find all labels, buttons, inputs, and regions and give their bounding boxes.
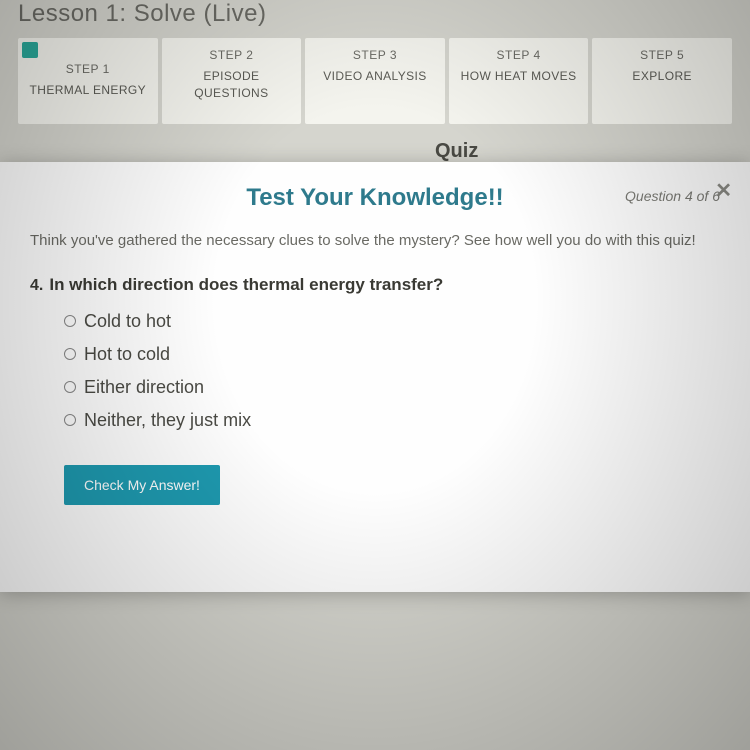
option-2[interactable]: Hot to cold bbox=[64, 344, 720, 365]
step-5[interactable]: STEP 5 EXPLORE bbox=[592, 38, 732, 124]
check-answer-button[interactable]: Check My Answer! bbox=[64, 465, 220, 505]
close-icon[interactable]: ✕ bbox=[715, 178, 732, 203]
step-name: THERMAL ENERGY bbox=[24, 82, 152, 99]
option-4[interactable]: Neither, they just mix bbox=[64, 410, 720, 431]
step-3[interactable]: STEP 3 VIDEO ANALYSIS bbox=[305, 38, 445, 124]
step-2[interactable]: STEP 2 EPISODE QUESTIONS bbox=[162, 38, 302, 124]
modal-intro: Think you've gathered the necessary clue… bbox=[30, 230, 720, 253]
step-label: STEP 4 bbox=[455, 48, 583, 62]
question-text: In which direction does thermal energy t… bbox=[49, 275, 443, 295]
option-label: Neither, they just mix bbox=[84, 410, 251, 431]
option-label: Hot to cold bbox=[84, 344, 170, 365]
step-label: STEP 5 bbox=[598, 48, 726, 62]
step-label: STEP 3 bbox=[311, 48, 439, 62]
step-name: EPISODE QUESTIONS bbox=[168, 68, 296, 102]
step-label: STEP 2 bbox=[168, 48, 296, 62]
question-counter: Question 4 of 6 bbox=[625, 188, 720, 204]
lesson-title: Lesson 1: Solve (Live) bbox=[18, 0, 266, 28]
step-label: STEP 1 bbox=[24, 62, 152, 76]
option-label: Either direction bbox=[84, 377, 204, 398]
quiz-section-label: Quiz bbox=[435, 140, 478, 163]
radio-icon bbox=[64, 381, 76, 393]
modal-header: Test Your Knowledge!! Question 4 of 6 ✕ bbox=[30, 184, 720, 212]
step-name: EXPLORE bbox=[598, 68, 726, 85]
option-1[interactable]: Cold to hot bbox=[64, 311, 720, 332]
options-list: Cold to hot Hot to cold Either direction… bbox=[64, 311, 720, 431]
step-name: VIDEO ANALYSIS bbox=[311, 68, 439, 85]
option-label: Cold to hot bbox=[84, 311, 171, 332]
step-name: HOW HEAT MOVES bbox=[455, 68, 583, 85]
steps-bar: STEP 1 THERMAL ENERGY STEP 2 EPISODE QUE… bbox=[18, 38, 732, 124]
step-1[interactable]: STEP 1 THERMAL ENERGY bbox=[18, 38, 158, 124]
question-number: 4. bbox=[30, 277, 43, 295]
radio-icon bbox=[64, 414, 76, 426]
modal-title: Test Your Knowledge!! bbox=[30, 184, 720, 212]
quiz-modal: Test Your Knowledge!! Question 4 of 6 ✕ … bbox=[0, 162, 750, 592]
radio-icon bbox=[64, 348, 76, 360]
radio-icon bbox=[64, 315, 76, 327]
option-3[interactable]: Either direction bbox=[64, 377, 720, 398]
step-4[interactable]: STEP 4 HOW HEAT MOVES bbox=[449, 38, 589, 124]
question-row: 4. In which direction does thermal energ… bbox=[30, 275, 720, 295]
